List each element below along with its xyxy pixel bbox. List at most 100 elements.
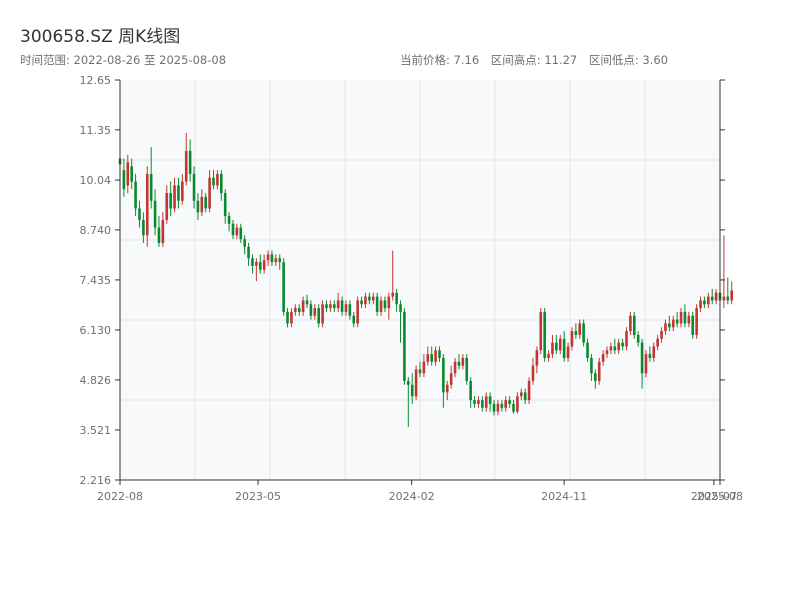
candle-body <box>243 239 246 247</box>
candle-body <box>270 254 274 263</box>
candle-body <box>297 308 301 312</box>
candle-body <box>636 334 640 343</box>
candle <box>613 338 617 355</box>
candle-body <box>484 396 488 408</box>
x-tick-label: 2022-08 <box>97 490 143 503</box>
candle-body <box>219 173 223 194</box>
candle-body <box>671 319 675 328</box>
candle <box>605 346 609 358</box>
candle <box>332 300 336 312</box>
candle-body <box>418 369 422 374</box>
candle-body <box>395 292 398 305</box>
candle <box>274 254 278 266</box>
candle-body <box>379 300 383 312</box>
candle-body <box>145 173 149 236</box>
candle <box>434 346 437 366</box>
candle-body <box>442 357 445 393</box>
candle <box>621 338 624 351</box>
candle-body <box>364 296 367 305</box>
candle-body <box>165 193 169 220</box>
candle-body <box>192 173 196 201</box>
candle-body <box>570 331 574 347</box>
candle-body <box>539 311 543 351</box>
date-range-text: 时间范围: 2022-08-26 至 2025-08-08 <box>20 53 227 67</box>
candle <box>512 400 515 414</box>
candle <box>138 200 141 228</box>
candle <box>231 219 235 240</box>
candle <box>266 250 270 266</box>
candle-body <box>371 296 375 301</box>
candle <box>255 258 258 282</box>
candle <box>262 254 266 274</box>
candle-body <box>255 262 258 266</box>
candle <box>492 400 496 416</box>
y-tick-label: 2.216 <box>80 474 112 487</box>
candle-body <box>414 369 418 397</box>
candle-body <box>531 365 535 381</box>
candle-body <box>699 300 702 309</box>
candle <box>636 331 640 347</box>
candle-body <box>457 361 461 366</box>
candle <box>227 212 231 232</box>
candle <box>196 193 200 220</box>
candle-body <box>403 311 406 381</box>
candle <box>547 350 550 362</box>
candle-body <box>348 304 352 316</box>
candle-body <box>134 181 137 209</box>
candle-body <box>687 315 691 324</box>
candle-body <box>184 150 188 182</box>
candle <box>122 158 126 197</box>
candle <box>157 216 161 247</box>
candle <box>664 319 667 335</box>
candle-body <box>130 166 133 182</box>
candle <box>169 181 172 217</box>
candle <box>453 357 457 378</box>
candle-body <box>332 304 336 309</box>
candle <box>142 212 145 243</box>
candle-body <box>239 227 243 240</box>
candle <box>204 193 208 213</box>
candle <box>173 177 176 213</box>
candle <box>161 212 165 247</box>
candle-body <box>122 170 126 190</box>
candle <box>730 281 733 305</box>
candle-body <box>675 319 679 324</box>
y-tick-label: 6.130 <box>80 324 112 337</box>
candle-body <box>488 396 492 404</box>
candle <box>516 392 519 414</box>
candle <box>305 294 309 309</box>
x-tick-label: 2024-11 <box>541 490 587 503</box>
candle <box>387 292 391 320</box>
candle <box>675 311 679 328</box>
candle <box>375 292 379 316</box>
candle-body <box>368 296 371 301</box>
candle <box>632 311 636 339</box>
candle <box>200 189 204 217</box>
candle-body <box>469 380 472 401</box>
candle <box>707 292 710 309</box>
candle <box>481 396 484 412</box>
y-tick-label: 10.04 <box>80 174 112 187</box>
candle-body <box>340 300 344 312</box>
candle <box>566 342 570 362</box>
candle-body <box>695 308 698 335</box>
candle-body <box>512 403 515 412</box>
candle-body <box>313 308 317 316</box>
candle <box>508 396 511 408</box>
candle <box>177 177 180 209</box>
candle-body <box>535 350 539 366</box>
candle <box>422 354 426 378</box>
candle-body <box>465 357 469 381</box>
y-tick-label: 3.521 <box>80 424 112 437</box>
candle-body <box>523 392 527 401</box>
candle <box>609 342 613 355</box>
candle-body <box>227 216 231 224</box>
candle <box>223 189 227 224</box>
candle <box>286 308 289 328</box>
candle <box>239 223 243 243</box>
candle-body <box>453 361 457 374</box>
candle <box>282 258 285 316</box>
candle <box>153 189 157 236</box>
candle-body <box>632 315 636 335</box>
candle-body <box>126 162 130 186</box>
